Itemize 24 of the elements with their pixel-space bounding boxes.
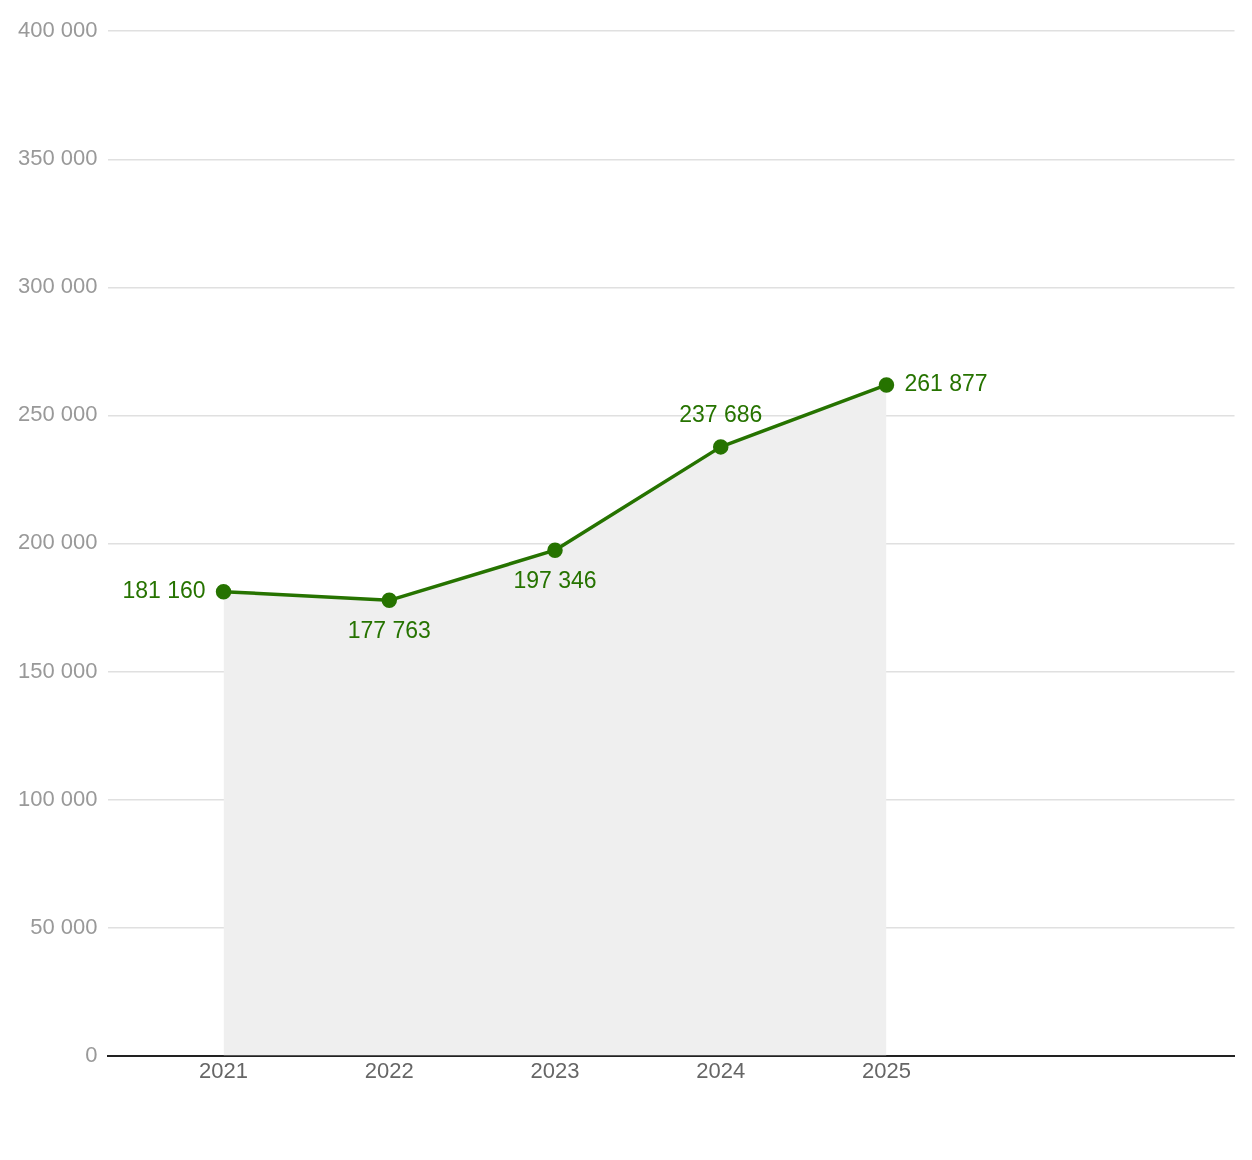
y-tick-label: 200 000	[17, 529, 98, 555]
y-tick-label: 100 000	[17, 785, 98, 811]
y-tick-label: 50 000	[30, 913, 98, 939]
y-tick-label: 400 000	[17, 17, 98, 43]
point	[215, 583, 232, 600]
y-tick-label: 300 000	[17, 273, 98, 299]
x-tick-label: 2025	[861, 1057, 911, 1083]
x-tick-label: 2024	[696, 1057, 746, 1083]
y-tick-label: 0	[85, 1041, 98, 1067]
x-tick-label: 2023	[530, 1057, 580, 1083]
point	[547, 542, 563, 558]
point	[381, 592, 398, 609]
point	[712, 439, 729, 455]
data-label: 181 160	[122, 576, 206, 603]
y-tick-label: 150 000	[17, 657, 98, 683]
data-label: 177 763	[347, 617, 431, 644]
data-label: 261 877	[904, 370, 988, 397]
data-label: 197 346	[513, 567, 597, 594]
y-tick-label: 350 000	[17, 145, 98, 171]
x-tick-label: 2022	[364, 1057, 414, 1083]
point	[878, 377, 895, 393]
y-tick-label: 250 000	[17, 401, 98, 427]
data-label: 237 686	[679, 400, 763, 427]
x-tick-label: 2021	[199, 1057, 249, 1083]
